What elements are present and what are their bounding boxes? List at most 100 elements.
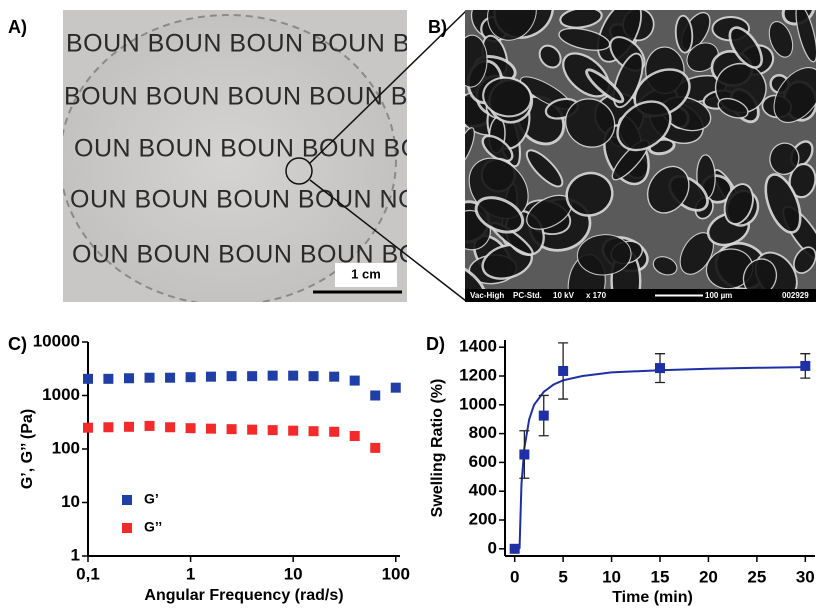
point <box>226 371 237 382</box>
photo-text: OUN BOUN BOUN BOUN BO <box>74 135 421 163</box>
x-tick-label: 1 <box>186 564 195 583</box>
legend-swatch <box>122 495 132 505</box>
legend-label: G’’ <box>144 519 162 535</box>
x-tick-label: 0 <box>510 567 519 586</box>
point <box>370 390 381 401</box>
zoom-circle <box>285 157 313 185</box>
y-tick-label: 100 <box>52 438 80 457</box>
y-tick-label: 800 <box>469 423 497 442</box>
scale-label: 1 cm <box>351 266 381 281</box>
point <box>349 375 360 386</box>
pore <box>465 34 488 88</box>
pore <box>769 142 800 175</box>
point <box>519 449 530 460</box>
panel-label: D) <box>426 334 445 354</box>
point <box>247 424 258 435</box>
point <box>288 425 299 436</box>
x-tick-label: 30 <box>796 567 815 586</box>
panel-label: C) <box>8 334 27 354</box>
pore <box>565 98 616 148</box>
y-tick-label: 400 <box>469 481 497 500</box>
point <box>329 371 340 382</box>
pore <box>728 26 763 69</box>
point <box>165 372 176 383</box>
y-tick-label: 600 <box>469 452 497 471</box>
x-tick-label: 100 <box>382 564 410 583</box>
panel-label: B) <box>428 17 447 37</box>
point <box>124 373 135 384</box>
point <box>267 370 278 381</box>
y-tick-label: 1 <box>71 545 80 564</box>
sem-info: PC-Std. <box>513 291 542 300</box>
x-axis-title: Time (min) <box>612 589 693 606</box>
x-axis-title: Angular Frequency (rad/s) <box>144 587 343 604</box>
point <box>538 410 549 421</box>
point <box>308 371 319 382</box>
pore <box>465 127 475 166</box>
point <box>655 363 665 374</box>
pore <box>576 234 632 276</box>
y-tick-label: 10 <box>61 492 80 511</box>
y-axis-title: G’, G’’ (Pa) <box>19 409 36 489</box>
sem-info: 10 kV <box>553 291 575 300</box>
x-tick-label: 5 <box>558 567 567 586</box>
point <box>185 372 196 383</box>
sem-info: Vac-High <box>470 291 504 300</box>
point <box>329 426 340 437</box>
legend-swatch <box>122 523 132 533</box>
sem-footer <box>465 289 816 302</box>
pore <box>768 21 794 58</box>
pore <box>793 246 816 274</box>
pore <box>558 27 611 51</box>
point <box>226 424 237 435</box>
y-axis-title: Swelling Ratio (%) <box>429 379 446 518</box>
point <box>124 421 135 432</box>
point <box>247 371 258 382</box>
y-tick-label: 0 <box>488 538 497 557</box>
pore <box>788 162 816 199</box>
point <box>370 442 381 453</box>
pore <box>585 68 625 104</box>
point <box>308 426 319 437</box>
point <box>349 430 360 441</box>
point <box>103 422 114 433</box>
point <box>165 422 176 433</box>
point <box>800 360 811 371</box>
pore <box>686 42 719 73</box>
y-tick-label: 1400 <box>459 337 497 356</box>
pore <box>559 10 603 29</box>
photo-text: OUN BOUN BOUN BOUN NO <box>70 186 418 214</box>
pore <box>773 67 816 123</box>
pore <box>646 165 690 214</box>
pore <box>481 134 514 163</box>
pore <box>525 149 564 188</box>
point <box>83 422 93 433</box>
x-tick-label: 25 <box>747 567 766 586</box>
hydrogel-disc <box>63 14 397 302</box>
sem-info: 002929 <box>782 291 809 300</box>
point <box>83 373 93 384</box>
pore <box>538 44 562 69</box>
point <box>205 371 216 382</box>
zoom-line <box>309 10 467 164</box>
legend-label: G’ <box>144 491 159 507</box>
pore <box>482 76 532 118</box>
fit-line <box>518 366 806 549</box>
pore <box>652 256 678 276</box>
y-tick-label: 1200 <box>459 365 497 384</box>
point <box>144 420 155 431</box>
sem-image: Vac-High PC-Std. 10 kV x 170 100 µm 002929 <box>465 10 816 302</box>
pore <box>717 97 749 119</box>
pore <box>474 196 525 234</box>
point <box>185 423 196 434</box>
photo-text: BOUN BOUN BOUN BOUN BO <box>64 83 428 111</box>
point <box>144 372 155 383</box>
x-tick-label: 15 <box>651 567 670 586</box>
point <box>509 543 520 554</box>
pore <box>565 171 614 217</box>
x-tick-label: 10 <box>284 564 303 583</box>
pore <box>764 173 802 234</box>
scale-box <box>335 263 397 287</box>
sem-info: 100 µm <box>705 291 732 300</box>
